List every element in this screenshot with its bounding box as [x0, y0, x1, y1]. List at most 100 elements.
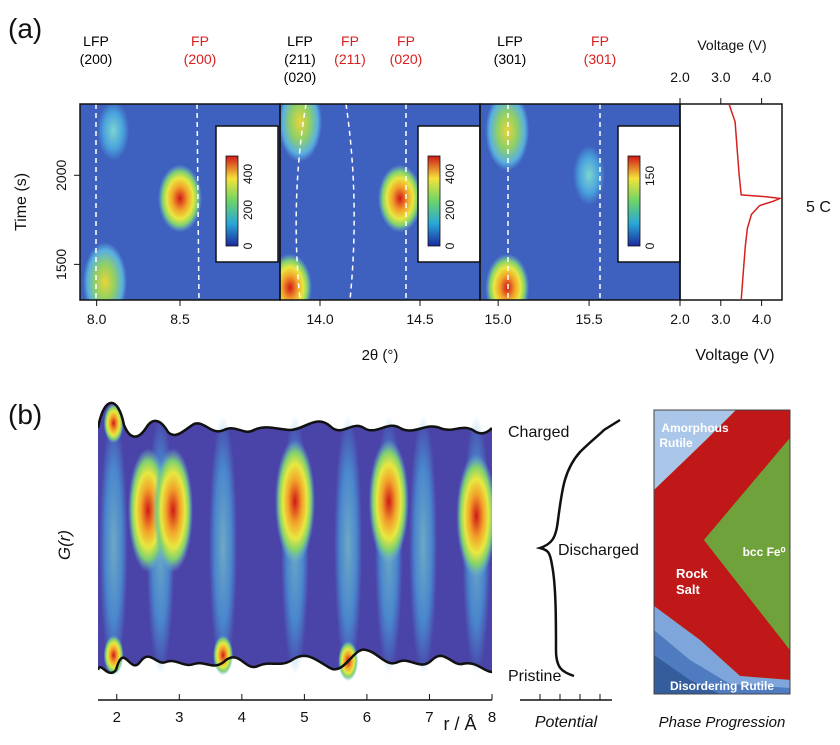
band: [209, 415, 238, 675]
tick-label: 2000: [53, 159, 69, 190]
time-axis-label: Time (s): [13, 173, 30, 231]
tick-label: 3.0: [711, 69, 731, 85]
peak-line: (200): [80, 51, 113, 67]
cbar-tick: 150: [643, 166, 657, 186]
tick-label: 2: [113, 709, 121, 726]
tick-label: 7: [425, 709, 433, 726]
peak-line: (301): [584, 51, 617, 67]
tick-label: 4.0: [752, 69, 772, 85]
colorbar: [627, 155, 641, 247]
voltage-top-ticks: 2.0 3.0 4.0: [670, 69, 772, 104]
hotspot: [485, 104, 530, 171]
cbar-tick: 200: [443, 200, 457, 220]
peak-line: LFP: [287, 33, 313, 49]
tick-label: 2.0: [670, 69, 690, 85]
phase-progression-title: Phase Progression: [659, 714, 786, 731]
peak-line: FP: [341, 33, 359, 49]
guide-line: [295, 103, 307, 301]
potential-trace: [535, 418, 621, 678]
c-rate-label: 5 C: [806, 199, 831, 216]
phase-label-amorphous-rutile: Amorphous Rutile: [659, 421, 729, 450]
colorbar: [427, 155, 441, 247]
phase-label-rock-salt: Rock Salt: [676, 566, 709, 597]
phase-line: Rutile: [659, 436, 693, 450]
colorbar-tick-labels: 0 200 400: [241, 164, 255, 250]
cbar-tick: 0: [241, 242, 255, 249]
cbar-tick: 200: [241, 200, 255, 220]
peak-line: (200): [184, 51, 217, 67]
two-theta-axis-label: 2θ (°): [362, 347, 399, 364]
peak-line: (211): [284, 51, 316, 67]
peak-line: FP: [397, 33, 415, 49]
phase-disordering-rutile-3: [654, 655, 720, 694]
phase-frame-border: [653, 409, 791, 695]
phase-rock-salt: [654, 410, 790, 680]
band: [409, 415, 438, 675]
peak-guide-lines: [95, 103, 601, 301]
gr-axis-label: G(r): [55, 530, 74, 560]
tick-label: 4: [238, 709, 246, 726]
hotspot: [378, 164, 422, 233]
tick-label: 5: [300, 709, 308, 726]
r-ticks: 2 3 4 5 6 7 8: [113, 694, 496, 726]
peak-label-lfp-200: LFP (200): [80, 33, 113, 67]
top-envelope: [98, 401, 492, 438]
phase-bcc-fe: [704, 438, 790, 650]
hotspot: [456, 454, 492, 578]
phase-line: Rock: [676, 566, 709, 581]
phase-label-disordering-rutile: Disordering Rutile: [670, 679, 774, 693]
band: [334, 415, 363, 675]
peak-label-fp-200: FP (200): [184, 33, 217, 67]
peak-line: (301): [494, 51, 527, 67]
cbar-tick: 400: [443, 164, 457, 184]
panel-b-label: (b): [8, 399, 42, 430]
tick-label: 6: [363, 709, 371, 726]
time-ticks: 1500 2000: [53, 159, 80, 280]
bottom-envelope: [98, 648, 492, 675]
hotspot: [103, 403, 124, 444]
pdf-hotspots: [99, 403, 492, 681]
hotspot: [573, 145, 606, 206]
tick-label: 1500: [53, 249, 69, 280]
tick-label: 2.0: [670, 311, 690, 327]
potential-plot: Potential Charged Discharged Pristine: [508, 418, 639, 731]
hotspot: [153, 448, 194, 573]
hotspot: [213, 635, 234, 676]
cbar-tick: 400: [241, 164, 255, 184]
frame: [679, 103, 783, 301]
voltage-plot: Voltage (V) 2.0 3.0 4.0 2.0 3.0 4.0 Voltage …: [670, 37, 831, 364]
time-axis: Time (s) 1500 2000: [13, 159, 80, 280]
peak-line: (020): [284, 69, 317, 85]
r-axis: 2 3 4 5 6 7 8 r / Å: [98, 694, 496, 734]
panel-a-label: (a): [8, 13, 42, 44]
hotspot: [280, 253, 312, 300]
guide-line: [196, 103, 200, 301]
potential-label: Potential: [535, 714, 598, 731]
hotspot: [83, 242, 127, 300]
potential-ticks: [539, 694, 601, 700]
tick-label: 4.0: [752, 311, 772, 327]
phase-line: Salt: [676, 582, 701, 597]
hotspot: [280, 104, 322, 162]
cbar-tick: 0: [443, 242, 457, 249]
peak-label-fp-020: FP (020): [390, 33, 423, 67]
peak-line: FP: [191, 33, 209, 49]
tick-label: 8: [488, 709, 496, 726]
tick-label: 3: [175, 709, 183, 726]
peak-line: LFP: [83, 33, 109, 49]
peak-line: (020): [390, 51, 423, 67]
phase-line: Amorphous: [661, 421, 729, 435]
hotspot: [158, 164, 202, 233]
tick-label: 8.0: [87, 311, 107, 327]
colorbar-inset-1: 0 200 400: [215, 125, 279, 263]
pdf-map: [98, 401, 492, 681]
hotspot: [368, 439, 409, 564]
hotspot: [97, 104, 130, 161]
peak-labels: LFP (200) FP (200) LFP (211) (020) FP (211) F…: [80, 33, 617, 85]
two-theta-ticks: 8.0 8.5 14.0 14.5 15.0 15.5: [87, 300, 603, 327]
tick-label: 3.0: [711, 311, 731, 327]
tick-label: 15.0: [485, 311, 512, 327]
phase-progression: Amorphous Rutile Rock Salt bcc Fe⁰ Disorde…: [653, 409, 791, 731]
tick-label: 8.5: [170, 311, 190, 327]
